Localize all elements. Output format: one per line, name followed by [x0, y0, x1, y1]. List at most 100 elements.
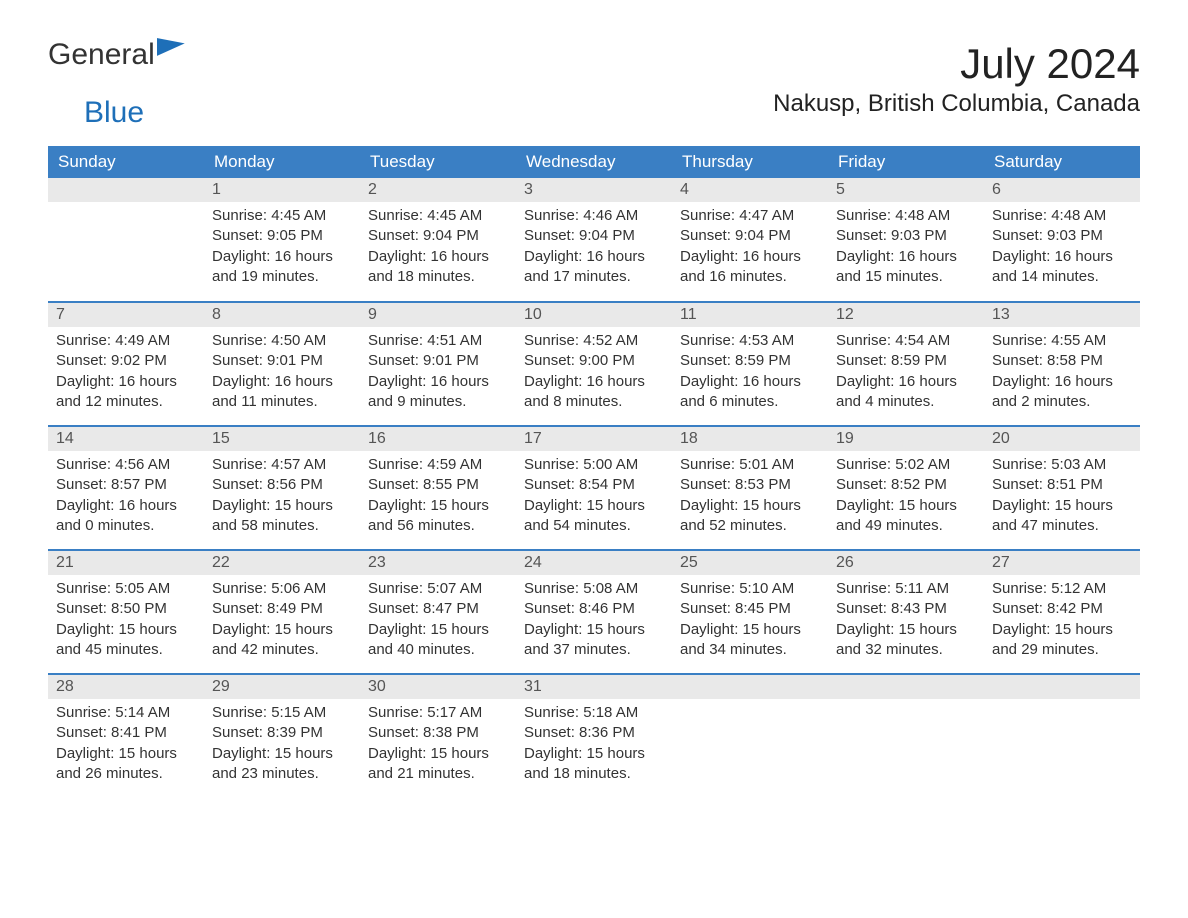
- day-number-band: [984, 675, 1140, 699]
- weekday-header: Sunday: [48, 146, 204, 178]
- day-sunrise: Sunrise: 4:53 AM: [680, 331, 820, 351]
- day-body: Sunrise: 5:14 AMSunset: 8:41 PMDaylight:…: [48, 699, 204, 792]
- day-number: 15: [204, 427, 360, 451]
- day-daylight1: Daylight: 16 hours: [992, 372, 1132, 392]
- day-sunset: Sunset: 9:03 PM: [992, 226, 1132, 246]
- calendar-day-cell: 18Sunrise: 5:01 AMSunset: 8:53 PMDayligh…: [672, 426, 828, 550]
- day-body: Sunrise: 5:08 AMSunset: 8:46 PMDaylight:…: [516, 575, 672, 668]
- day-sunset: Sunset: 9:04 PM: [368, 226, 508, 246]
- day-sunrise: Sunrise: 5:14 AM: [56, 703, 196, 723]
- calendar-day-cell: 17Sunrise: 5:00 AMSunset: 8:54 PMDayligh…: [516, 426, 672, 550]
- day-sunset: Sunset: 8:36 PM: [524, 723, 664, 743]
- day-daylight1: Daylight: 15 hours: [56, 744, 196, 764]
- calendar-day-cell: 7Sunrise: 4:49 AMSunset: 9:02 PMDaylight…: [48, 302, 204, 426]
- day-number: 3: [516, 178, 672, 202]
- day-daylight2: and 0 minutes.: [56, 516, 196, 536]
- day-number: 17: [516, 427, 672, 451]
- day-body: Sunrise: 5:10 AMSunset: 8:45 PMDaylight:…: [672, 575, 828, 668]
- day-daylight1: Daylight: 15 hours: [992, 620, 1132, 640]
- day-body: Sunrise: 5:07 AMSunset: 8:47 PMDaylight:…: [360, 575, 516, 668]
- calendar-day-cell: 23Sunrise: 5:07 AMSunset: 8:47 PMDayligh…: [360, 550, 516, 674]
- day-sunset: Sunset: 8:41 PM: [56, 723, 196, 743]
- day-number-band: [48, 178, 204, 202]
- day-number: 27: [984, 551, 1140, 575]
- calendar-day-cell: [48, 178, 204, 302]
- day-daylight1: Daylight: 15 hours: [212, 620, 352, 640]
- day-number: 29: [204, 675, 360, 699]
- day-daylight2: and 12 minutes.: [56, 392, 196, 412]
- day-sunrise: Sunrise: 5:02 AM: [836, 455, 976, 475]
- day-daylight2: and 23 minutes.: [212, 764, 352, 784]
- day-daylight2: and 18 minutes.: [368, 267, 508, 287]
- day-sunset: Sunset: 8:50 PM: [56, 599, 196, 619]
- calendar-day-cell: 8Sunrise: 4:50 AMSunset: 9:01 PMDaylight…: [204, 302, 360, 426]
- day-sunrise: Sunrise: 4:54 AM: [836, 331, 976, 351]
- day-body: Sunrise: 4:54 AMSunset: 8:59 PMDaylight:…: [828, 327, 984, 420]
- calendar-day-cell: 14Sunrise: 4:56 AMSunset: 8:57 PMDayligh…: [48, 426, 204, 550]
- day-daylight2: and 29 minutes.: [992, 640, 1132, 660]
- weekday-header: Saturday: [984, 146, 1140, 178]
- day-sunrise: Sunrise: 4:45 AM: [368, 206, 508, 226]
- day-sunset: Sunset: 8:59 PM: [680, 351, 820, 371]
- day-body: Sunrise: 4:46 AMSunset: 9:04 PMDaylight:…: [516, 202, 672, 295]
- day-number: 25: [672, 551, 828, 575]
- day-daylight1: Daylight: 15 hours: [368, 620, 508, 640]
- day-sunrise: Sunrise: 4:51 AM: [368, 331, 508, 351]
- day-body: Sunrise: 5:03 AMSunset: 8:51 PMDaylight:…: [984, 451, 1140, 544]
- day-number: 4: [672, 178, 828, 202]
- day-daylight1: Daylight: 16 hours: [680, 247, 820, 267]
- day-daylight1: Daylight: 16 hours: [992, 247, 1132, 267]
- day-daylight2: and 18 minutes.: [524, 764, 664, 784]
- day-body: Sunrise: 5:11 AMSunset: 8:43 PMDaylight:…: [828, 575, 984, 668]
- day-sunset: Sunset: 8:57 PM: [56, 475, 196, 495]
- location-subtitle: Nakusp, British Columbia, Canada: [773, 90, 1140, 118]
- day-daylight1: Daylight: 16 hours: [368, 372, 508, 392]
- day-daylight2: and 42 minutes.: [212, 640, 352, 660]
- day-sunrise: Sunrise: 5:07 AM: [368, 579, 508, 599]
- day-daylight1: Daylight: 16 hours: [56, 372, 196, 392]
- day-daylight1: Daylight: 15 hours: [524, 620, 664, 640]
- day-daylight2: and 14 minutes.: [992, 267, 1132, 287]
- day-sunrise: Sunrise: 5:00 AM: [524, 455, 664, 475]
- day-body: Sunrise: 5:02 AMSunset: 8:52 PMDaylight:…: [828, 451, 984, 544]
- day-sunset: Sunset: 9:05 PM: [212, 226, 352, 246]
- calendar-day-cell: 11Sunrise: 4:53 AMSunset: 8:59 PMDayligh…: [672, 302, 828, 426]
- day-body: Sunrise: 4:52 AMSunset: 9:00 PMDaylight:…: [516, 327, 672, 420]
- day-daylight1: Daylight: 16 hours: [524, 372, 664, 392]
- day-daylight1: Daylight: 16 hours: [836, 372, 976, 392]
- calendar-day-cell: 21Sunrise: 5:05 AMSunset: 8:50 PMDayligh…: [48, 550, 204, 674]
- day-number: 14: [48, 427, 204, 451]
- calendar-day-cell: 30Sunrise: 5:17 AMSunset: 8:38 PMDayligh…: [360, 674, 516, 798]
- day-number: 30: [360, 675, 516, 699]
- day-number: 31: [516, 675, 672, 699]
- day-sunset: Sunset: 8:51 PM: [992, 475, 1132, 495]
- day-daylight2: and 2 minutes.: [992, 392, 1132, 412]
- calendar-header: SundayMondayTuesdayWednesdayThursdayFrid…: [48, 146, 1140, 178]
- day-sunset: Sunset: 8:49 PM: [212, 599, 352, 619]
- logo: General: [48, 40, 185, 70]
- day-sunrise: Sunrise: 5:03 AM: [992, 455, 1132, 475]
- day-number: 23: [360, 551, 516, 575]
- day-body: Sunrise: 4:53 AMSunset: 8:59 PMDaylight:…: [672, 327, 828, 420]
- day-body: Sunrise: 4:51 AMSunset: 9:01 PMDaylight:…: [360, 327, 516, 420]
- day-sunrise: Sunrise: 5:08 AM: [524, 579, 664, 599]
- calendar-day-cell: 29Sunrise: 5:15 AMSunset: 8:39 PMDayligh…: [204, 674, 360, 798]
- weekday-header: Tuesday: [360, 146, 516, 178]
- calendar-day-cell: 26Sunrise: 5:11 AMSunset: 8:43 PMDayligh…: [828, 550, 984, 674]
- weekday-header: Monday: [204, 146, 360, 178]
- day-daylight1: Daylight: 15 hours: [212, 496, 352, 516]
- day-body: Sunrise: 5:12 AMSunset: 8:42 PMDaylight:…: [984, 575, 1140, 668]
- logo-text-2: Blue: [48, 98, 144, 128]
- day-sunrise: Sunrise: 4:57 AM: [212, 455, 352, 475]
- day-daylight2: and 6 minutes.: [680, 392, 820, 412]
- day-sunrise: Sunrise: 4:48 AM: [836, 206, 976, 226]
- day-daylight2: and 32 minutes.: [836, 640, 976, 660]
- day-sunrise: Sunrise: 4:50 AM: [212, 331, 352, 351]
- day-sunrise: Sunrise: 5:11 AM: [836, 579, 976, 599]
- day-body: Sunrise: 4:59 AMSunset: 8:55 PMDaylight:…: [360, 451, 516, 544]
- day-daylight2: and 16 minutes.: [680, 267, 820, 287]
- day-number: 16: [360, 427, 516, 451]
- day-daylight1: Daylight: 15 hours: [524, 496, 664, 516]
- day-number: 21: [48, 551, 204, 575]
- day-body: Sunrise: 4:57 AMSunset: 8:56 PMDaylight:…: [204, 451, 360, 544]
